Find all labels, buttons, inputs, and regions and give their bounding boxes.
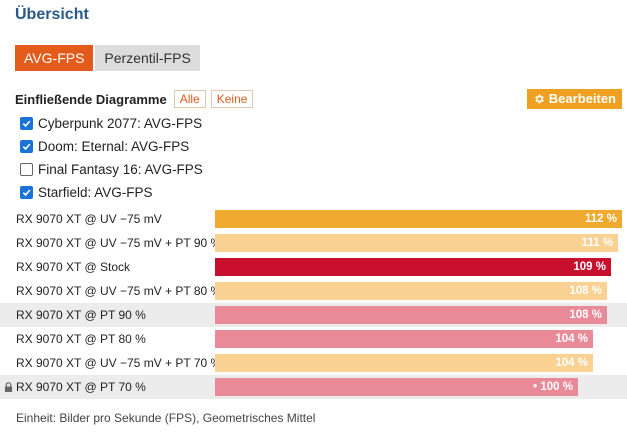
tab-bar: AVG-FPS Perzentil-FPS — [15, 45, 200, 71]
chart-row[interactable]: RX 9070 XT @ UV −75 mV 112 % — [0, 207, 627, 231]
bar: 104 % — [215, 354, 593, 372]
checkmark-icon — [22, 143, 31, 151]
bar: 104 % — [215, 330, 593, 348]
chart-footer-note: Einheit: Bilder pro Sekunde (FPS), Geome… — [16, 411, 316, 425]
bar-category-label: RX 9070 XT @ UV −75 mV + PT 90 % — [16, 236, 222, 250]
checkmark-icon — [22, 189, 31, 197]
bar: • 100 % — [215, 378, 578, 396]
checkbox-label: Cyberpunk 2077: AVG-FPS — [38, 116, 203, 131]
chart-row[interactable]: RX 9070 XT @ PT 90 % 108 % — [0, 303, 627, 327]
diagram-selector-label: Einfließende Diagramme — [15, 91, 167, 107]
checkmark-icon — [22, 120, 31, 128]
bar-value-label: 108 % — [569, 285, 602, 297]
bar: 108 % — [215, 282, 607, 300]
bar: 109 % — [215, 258, 611, 276]
diagram-checkbox-row[interactable]: Final Fantasy 16: AVG-FPS — [20, 158, 203, 181]
diagram-selector-header: Einfließende Diagramme Alle Keine — [15, 90, 254, 108]
checkbox[interactable] — [20, 163, 33, 176]
bar-category-label: RX 9070 XT @ PT 80 % — [16, 332, 146, 346]
checkbox[interactable] — [20, 117, 33, 130]
bar-category-label: RX 9070 XT @ UV −75 mV + PT 70 % — [16, 356, 222, 370]
bar-value-label: 112 % — [585, 213, 617, 225]
page-title: Übersicht — [15, 6, 89, 23]
lock-icon — [4, 382, 13, 392]
select-all-button[interactable]: Alle — [173, 90, 206, 108]
checkbox-label: Final Fantasy 16: AVG-FPS — [38, 162, 203, 177]
bar-category-label: RX 9070 XT @ Stock — [16, 260, 131, 274]
bar-value-label: 104 % — [555, 357, 588, 369]
diagram-checkbox-row[interactable]: Doom: Eternal: AVG-FPS — [20, 135, 203, 158]
bar-value-label: 104 % — [555, 333, 588, 345]
gear-icon — [533, 93, 545, 105]
bar-value-label: 111 % — [581, 237, 613, 249]
chart-row[interactable]: RX 9070 XT @ UV −75 mV + PT 90 % 111 % — [0, 231, 627, 255]
chart-row[interactable]: RX 9070 XT @ UV −75 mV + PT 70 % 104 % — [0, 351, 627, 375]
bar-value-label: • 100 % — [533, 381, 573, 393]
diagram-checkbox-row[interactable]: Starfield: AVG-FPS — [20, 181, 203, 204]
bar-chart: RX 9070 XT @ UV −75 mV 112 % RX 9070 XT @ … — [0, 207, 627, 399]
checkbox[interactable] — [20, 140, 33, 153]
bar-value-label: 109 % — [573, 261, 606, 273]
bar: 111 % — [215, 234, 618, 252]
diagram-checklist: Cyberpunk 2077: AVG-FPS Doom: Eternal: A… — [20, 112, 203, 204]
bar-category-label: RX 9070 XT @ UV −75 mV — [16, 212, 162, 226]
bar-category-label: RX 9070 XT @ PT 70 % — [16, 380, 146, 394]
edit-button[interactable]: Bearbeiten — [526, 89, 622, 109]
tab-avg-fps[interactable]: AVG-FPS — [15, 45, 94, 71]
select-none-button[interactable]: Keine — [210, 90, 254, 108]
chart-row[interactable]: RX 9070 XT @ UV −75 mV + PT 80 % 108 % — [0, 279, 627, 303]
diagram-checkbox-row[interactable]: Cyberpunk 2077: AVG-FPS — [20, 112, 203, 135]
chart-row[interactable]: RX 9070 XT @ Stock 109 % — [0, 255, 627, 279]
bar-category-label: RX 9070 XT @ PT 90 % — [16, 308, 146, 322]
edit-button-label: Bearbeiten — [548, 91, 616, 106]
bar-value-label: 108 % — [569, 309, 602, 321]
chart-row[interactable]: RX 9070 XT @ PT 80 % 104 % — [0, 327, 627, 351]
bar: 108 % — [215, 306, 607, 324]
checkbox-label: Doom: Eternal: AVG-FPS — [38, 139, 190, 154]
chart-row[interactable]: RX 9070 XT @ PT 70 % • 100 % — [0, 375, 627, 399]
checkbox-label: Starfield: AVG-FPS — [38, 185, 153, 200]
checkbox[interactable] — [20, 186, 33, 199]
bar: 112 % — [215, 210, 622, 228]
tab-perzentil-fps[interactable]: Perzentil-FPS — [95, 45, 200, 71]
bar-category-label: RX 9070 XT @ UV −75 mV + PT 80 % — [16, 284, 222, 298]
